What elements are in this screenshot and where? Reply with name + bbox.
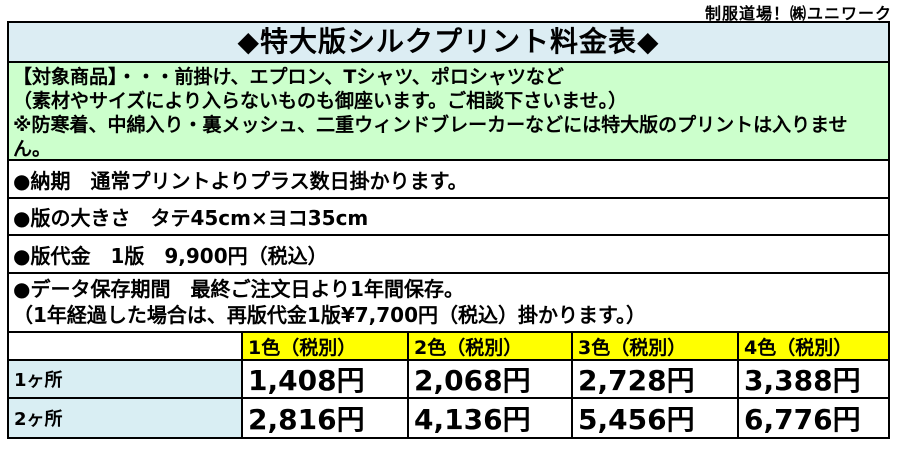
column-header-4color: 4色（税別） xyxy=(737,333,888,359)
price-row-2places: 2ヶ所 2,816円 4,136円 5,456円 6,776円 xyxy=(9,397,888,437)
row-label: 2ヶ所 xyxy=(9,399,241,437)
plate-fee-row: ●版代金 1版 9,900円（税込） xyxy=(9,234,888,272)
plate-size-row: ●版の大きさ タテ45cm×ヨコ35cm xyxy=(9,197,888,234)
delivery-row: ●納期 通常プリントよりプラス数日掛かります。 xyxy=(9,159,888,197)
price-cell: 6,776円 xyxy=(737,399,888,437)
price-cell: 5,456円 xyxy=(571,399,737,437)
target-products-line2: （素材やサイズにより入らないものも御座います。ご相談下さいませ。） xyxy=(13,90,628,112)
price-cell: 2,068円 xyxy=(407,361,571,397)
price-row-1place: 1ヶ所 1,408円 2,068円 2,728円 3,388円 xyxy=(9,359,888,397)
target-products-section: 【対象商品】・・・前掛け、エプロン、Tシャツ、ポロシャツなど （素材やサイズによ… xyxy=(9,61,888,160)
target-products-line1: 【対象商品】・・・前掛け、エプロン、Tシャツ、ポロシャツなど xyxy=(13,66,564,88)
price-cell: 1,408円 xyxy=(241,361,407,397)
brand-text: 制服道場！㈱ユニワーク xyxy=(704,4,892,23)
price-sheet-table: ◆特大版シルクプリント料金表◆ 【対象商品】・・・前掛け、エプロン、Tシャツ、ポ… xyxy=(7,21,890,439)
column-header-1color: 1色（税別） xyxy=(241,333,407,359)
data-retention-line2: （1年経過した場合は、再版代金1版¥7,700円（税込）掛かります。） xyxy=(13,303,647,327)
column-header-2color: 2色（税別） xyxy=(407,333,571,359)
price-cell: 3,388円 xyxy=(737,361,888,397)
target-products-line3: ※防寒着、中綿入り・裏メッシュ、二重ウィンドブレーカーなどには特大版のプリントは… xyxy=(13,114,848,160)
data-retention-row: ●データ保存期間 最終ご注文日より1年間保存。 （1年経過した場合は、再版代金1… xyxy=(9,272,888,331)
price-cell: 4,136円 xyxy=(407,399,571,437)
column-header-3color: 3色（税別） xyxy=(571,333,737,359)
price-cell: 2,728円 xyxy=(571,361,737,397)
page-title: ◆特大版シルクプリント料金表◆ xyxy=(9,23,888,61)
data-retention-line1: ●データ保存期間 最終ご注文日より1年間保存。 xyxy=(13,277,464,301)
price-table-header-row: 1色（税別） 2色（税別） 3色（税別） 4色（税別） xyxy=(9,331,888,359)
price-cell: 2,816円 xyxy=(241,399,407,437)
column-header-empty xyxy=(9,333,241,359)
row-label: 1ヶ所 xyxy=(9,361,241,397)
